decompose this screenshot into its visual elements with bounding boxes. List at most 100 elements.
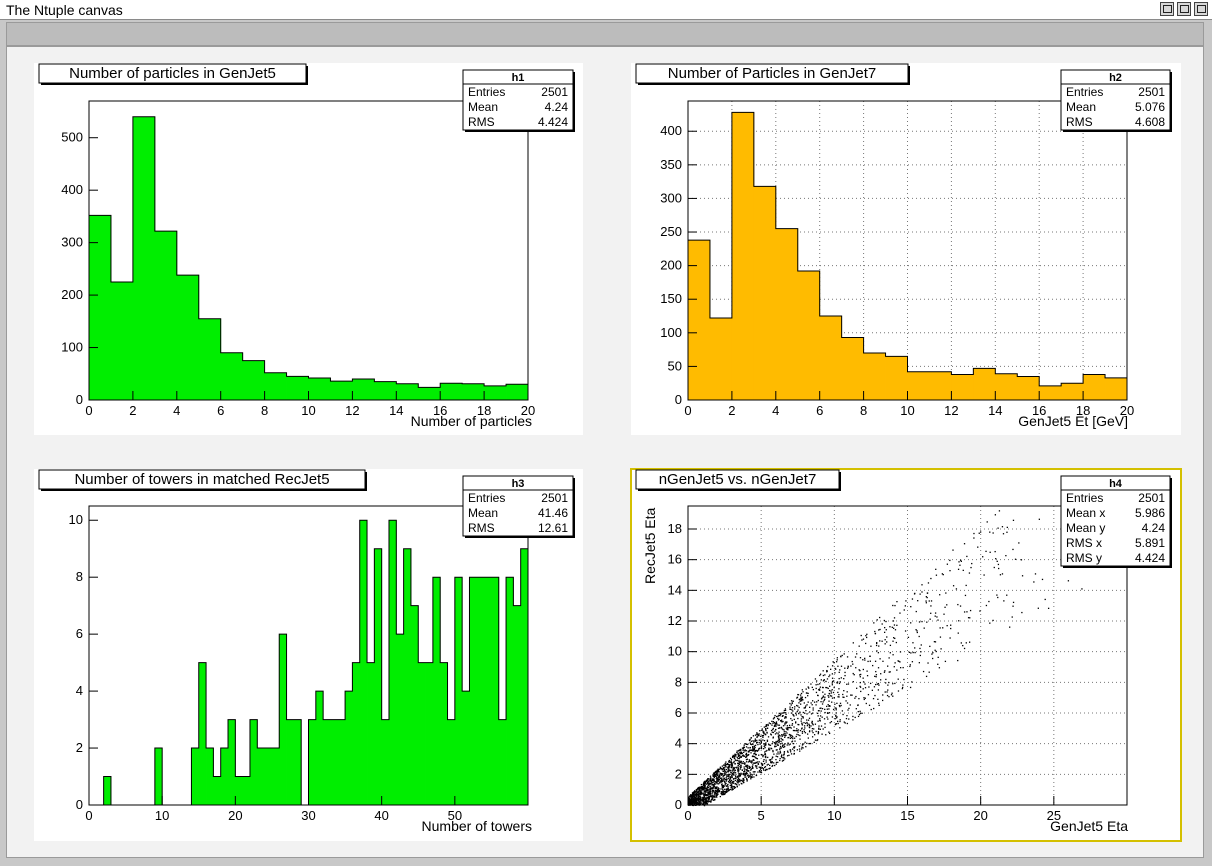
scatter-point	[803, 707, 805, 709]
scatter-point	[690, 800, 692, 803]
scatter-point	[742, 774, 745, 776]
scatter-point	[710, 798, 713, 801]
scatter-point	[795, 722, 797, 724]
scatter-point	[749, 775, 751, 778]
scatter-point	[844, 722, 846, 724]
scatter-point	[758, 761, 760, 763]
scatter-point	[909, 664, 911, 666]
scatter-point	[867, 660, 869, 663]
scatter-point	[732, 774, 735, 776]
scatter-point	[728, 761, 730, 763]
scatter-point	[831, 680, 834, 683]
scatter-point	[731, 789, 733, 791]
scatter-point	[721, 768, 723, 771]
scatter-point	[706, 796, 708, 799]
scatter-point	[957, 568, 960, 570]
scatter-point	[781, 715, 784, 717]
scatter-point	[719, 775, 721, 777]
scatter-point	[800, 728, 803, 730]
scatter-point	[731, 766, 734, 768]
scatter-point	[724, 770, 726, 773]
scatter-point	[740, 756, 742, 758]
scatter-point	[750, 737, 753, 739]
scatter-point	[878, 702, 880, 704]
scatter-point	[775, 740, 777, 743]
scatter-point	[807, 692, 809, 695]
scatter-point	[784, 717, 786, 719]
scatter-point	[774, 730, 776, 732]
scatter-point	[723, 768, 725, 770]
scatter-point	[808, 731, 811, 733]
scatter-point	[838, 688, 840, 690]
scatter-point	[721, 779, 723, 782]
scatter-point	[754, 749, 757, 752]
scatter-point	[738, 784, 740, 786]
scatter-point	[707, 780, 710, 782]
scatter-point	[752, 755, 755, 758]
histogram-bar	[863, 352, 886, 400]
scatter-point	[796, 697, 798, 699]
scatter-point	[846, 702, 849, 704]
scatter-point	[866, 674, 869, 677]
scatter-point	[723, 778, 725, 780]
scatter-point	[750, 769, 752, 771]
x-tick-label: 10	[301, 403, 315, 418]
scatter-point	[819, 707, 821, 710]
scatter-point	[888, 671, 890, 673]
scatter-point	[820, 725, 823, 727]
maximize-icon[interactable]	[1177, 2, 1191, 16]
scatter-point	[739, 748, 741, 751]
scatter-point	[726, 775, 728, 777]
scatter-point	[788, 736, 790, 739]
x-axis-label: GenJet5 Et [GeV]	[1018, 413, 1128, 429]
scatter-point	[777, 744, 780, 746]
scatter-point	[710, 777, 712, 779]
scatter-point	[874, 632, 877, 635]
scatter-point	[742, 761, 744, 763]
scatter-point	[789, 706, 791, 708]
scatter-point	[834, 723, 837, 726]
scatter-point	[794, 712, 797, 714]
scatter-point	[1006, 594, 1008, 596]
scatter-point	[898, 660, 900, 663]
scatter-point	[756, 741, 758, 744]
scatter-point	[702, 802, 704, 805]
scatter-point	[1033, 581, 1035, 583]
scatter-point	[801, 732, 804, 734]
histogram-bar	[1017, 376, 1040, 400]
scatter-point	[737, 782, 739, 784]
scatter-point	[752, 743, 754, 745]
scatter-point	[753, 752, 756, 755]
scatter-point	[704, 790, 706, 792]
scatter-point	[919, 593, 921, 595]
scatter-point	[829, 674, 831, 676]
scatter-point	[1037, 607, 1039, 609]
scatter-point	[696, 788, 699, 790]
histogram-bar	[323, 719, 331, 805]
scatter-point	[704, 794, 706, 797]
scatter-point	[731, 785, 733, 787]
scatter-point	[857, 704, 859, 706]
scatter-point	[700, 791, 702, 794]
scatter-point	[801, 715, 803, 718]
scatter-point	[696, 789, 698, 791]
minimize-icon[interactable]	[1160, 2, 1174, 16]
scatter-point	[712, 775, 714, 777]
scatter-point	[952, 549, 954, 551]
scatter-point	[926, 592, 929, 594]
scatter-point	[706, 783, 709, 785]
scatter-point	[716, 792, 719, 794]
scatter-point	[713, 778, 715, 780]
scatter-point	[791, 702, 793, 704]
close-icon[interactable]	[1194, 2, 1208, 16]
scatter-point	[762, 730, 764, 732]
histogram-bar	[506, 577, 514, 805]
scatter-point	[844, 674, 846, 677]
scatter-point	[796, 749, 799, 751]
stats-value: 2501	[1138, 85, 1165, 99]
scatter-point	[714, 796, 716, 798]
scatter-point	[800, 696, 802, 698]
scatter-point	[697, 797, 699, 799]
scatter-point	[937, 656, 939, 659]
scatter-point	[877, 689, 880, 691]
